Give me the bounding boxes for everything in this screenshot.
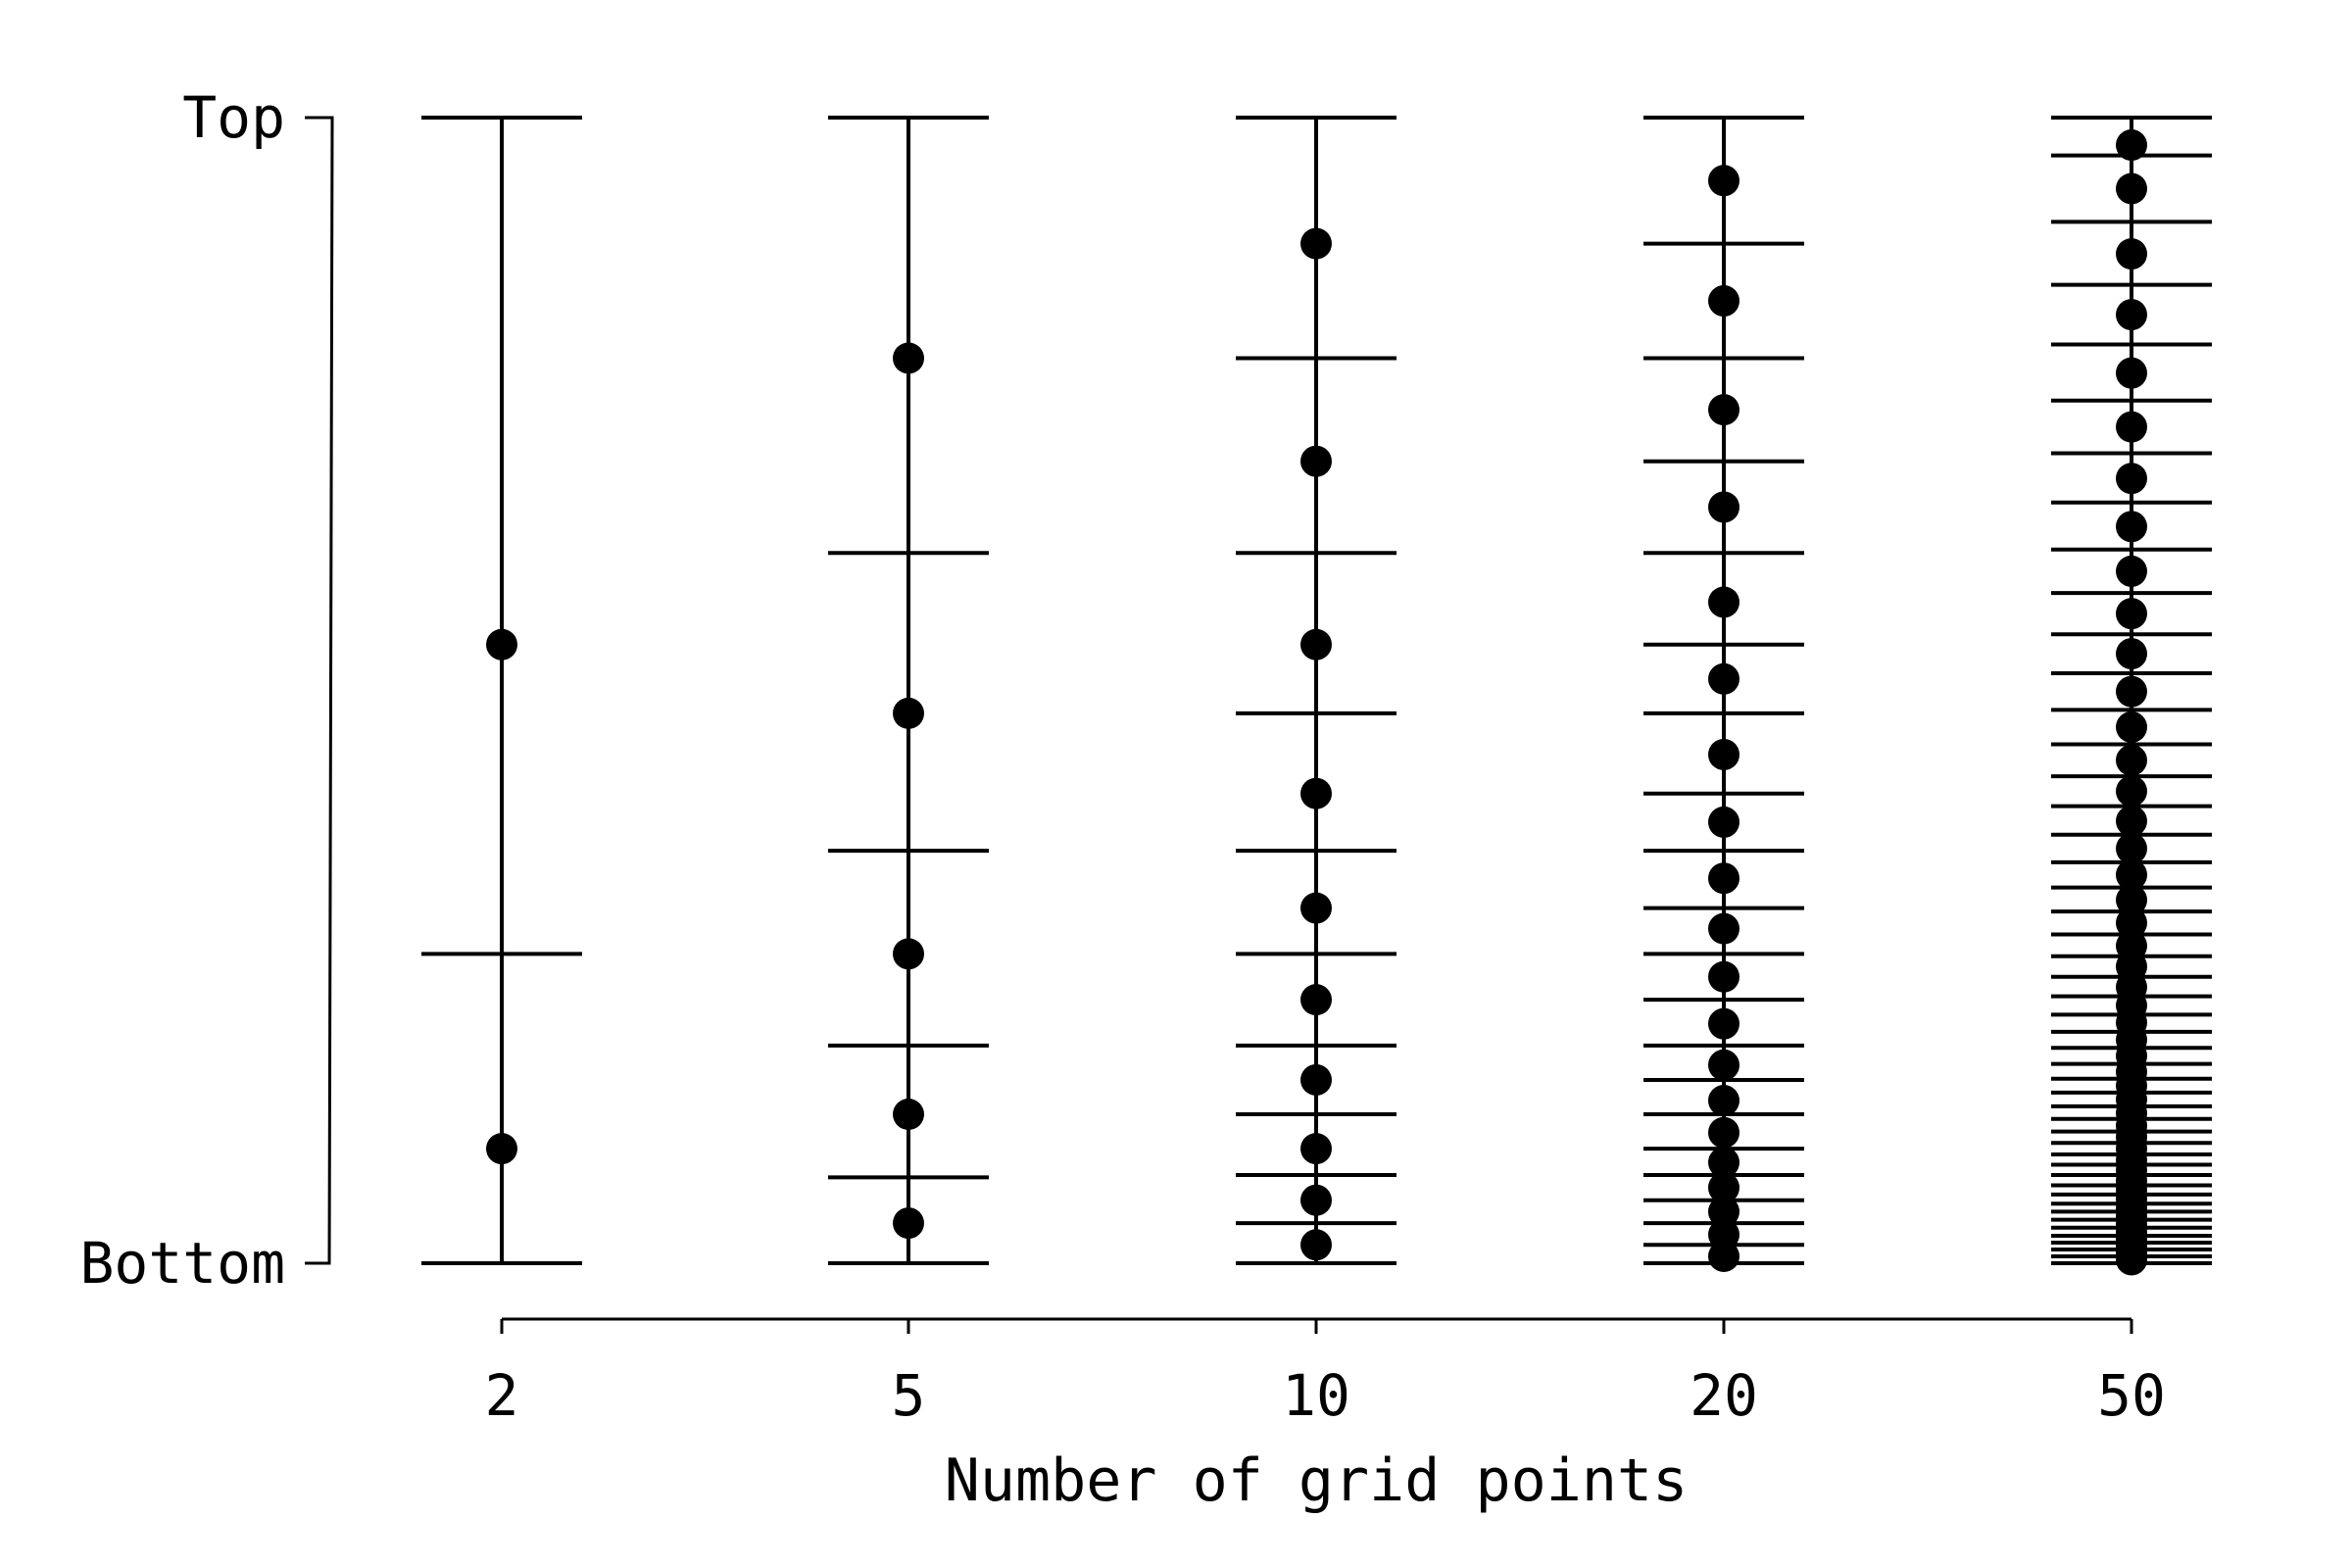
column-50 — [2051, 116, 2212, 1276]
grid-point — [1708, 1171, 1740, 1203]
plot-area — [421, 116, 2212, 1276]
grid-point — [2116, 832, 2147, 864]
grid-point — [893, 697, 924, 729]
grid-point — [1300, 1184, 1332, 1216]
grid-point — [2116, 775, 2147, 808]
grid-point — [2116, 299, 2147, 331]
grid-point — [2116, 463, 2147, 495]
column-10 — [1236, 116, 1396, 1265]
grid-point — [2116, 357, 2147, 389]
y-label-top: Top — [182, 84, 285, 151]
column-20 — [1643, 116, 1804, 1272]
grid-point — [486, 1133, 517, 1165]
grid-point — [1708, 960, 1740, 993]
grid-point — [486, 628, 517, 661]
x-tick-label: 50 — [2097, 1362, 2166, 1429]
grid-point — [2116, 129, 2147, 162]
x-tick-label: 20 — [1690, 1362, 1758, 1429]
x-tick-label: 10 — [1282, 1362, 1350, 1429]
grid-point — [1300, 777, 1332, 809]
grid-point — [893, 1099, 924, 1131]
grid-point — [2116, 930, 2147, 962]
grid-point — [2116, 744, 2147, 776]
grid-point — [1300, 1063, 1332, 1096]
grid-point — [1708, 1085, 1740, 1117]
grid-point — [1708, 1147, 1740, 1179]
column-2 — [421, 116, 582, 1265]
grid-point — [1708, 912, 1740, 945]
grid-point — [1708, 1007, 1740, 1040]
grid-point — [1708, 165, 1740, 197]
x-axis-title: Number of grid points — [945, 1446, 1689, 1515]
x-axis: 2 5 10 20 50 — [485, 1317, 2166, 1429]
grid-point — [2116, 511, 2147, 543]
grid-point — [2116, 598, 2147, 630]
x-tick-label: 5 — [892, 1362, 926, 1429]
grid-point — [1300, 628, 1332, 661]
grid-point — [1300, 445, 1332, 477]
grid-point — [2116, 858, 2147, 891]
grid-point — [893, 342, 924, 374]
y-label-bottom: Bottom — [79, 1230, 285, 1297]
grid-point — [2116, 805, 2147, 837]
grid-point — [2116, 884, 2147, 916]
grid-point — [1708, 738, 1740, 770]
grid-point — [1708, 586, 1740, 618]
grid-point — [2116, 710, 2147, 743]
grid-point — [893, 1207, 924, 1240]
grid-point — [1708, 1240, 1740, 1272]
x-tick-label: 2 — [485, 1362, 519, 1429]
grid-point — [2116, 238, 2147, 270]
grid-point — [1300, 892, 1332, 924]
grid-point — [2116, 555, 2147, 587]
grid-point — [1708, 1049, 1740, 1081]
grid-point — [1708, 1196, 1740, 1228]
grid-point — [1300, 1229, 1332, 1261]
grid-point — [1300, 984, 1332, 1016]
grid-point — [2116, 172, 2147, 205]
grid-point — [1708, 806, 1740, 838]
grid-point — [1708, 1218, 1740, 1250]
grid-point — [1708, 394, 1740, 426]
grid-point — [1708, 862, 1740, 895]
grid-point — [2116, 638, 2147, 670]
grid-point — [1300, 1133, 1332, 1165]
grid-point — [1708, 662, 1740, 695]
grid-point — [893, 938, 924, 970]
y-axis-bracket — [305, 116, 334, 1265]
grid-point — [2116, 675, 2147, 708]
grid-point — [2116, 411, 2147, 443]
grid-point — [1708, 285, 1740, 318]
grid-point — [1300, 227, 1332, 260]
grid-point — [2116, 906, 2147, 939]
grid-point — [1708, 491, 1740, 523]
grid-point — [1708, 1116, 1740, 1149]
column-5 — [828, 116, 989, 1265]
y-axis: Top Bottom — [79, 84, 334, 1297]
